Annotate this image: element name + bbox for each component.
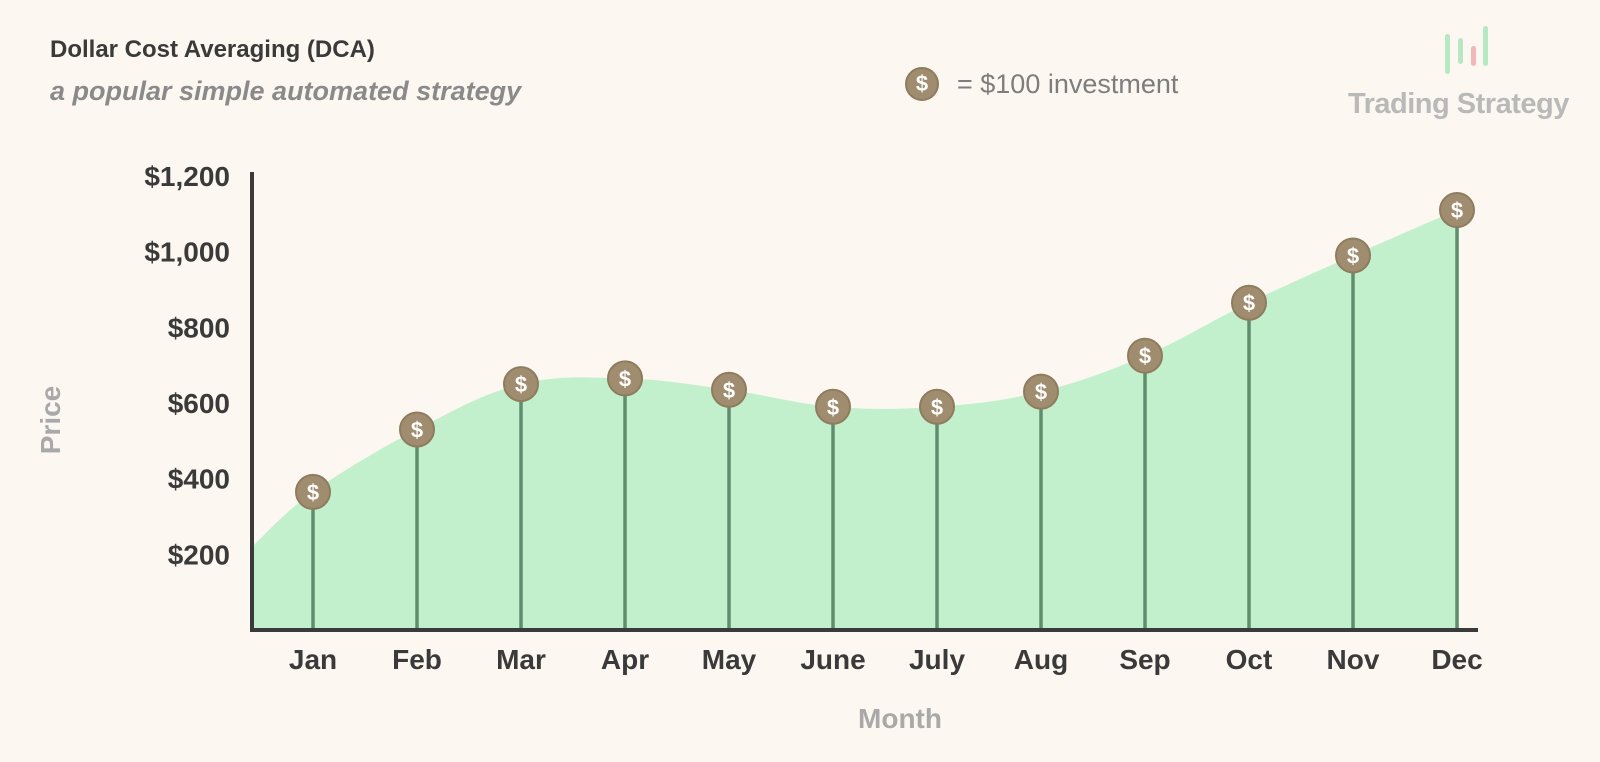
dollar-marker-label: $ bbox=[1451, 198, 1463, 223]
candlestick-icon bbox=[1445, 26, 1488, 74]
dollar-marker-label: $ bbox=[827, 395, 839, 420]
dollar-marker-label: $ bbox=[307, 480, 319, 505]
y-axis-title: Price bbox=[35, 386, 66, 455]
y-tick-label: $1,000 bbox=[144, 237, 230, 268]
dollar-marker-label: $ bbox=[619, 366, 631, 391]
x-tick-label: Apr bbox=[601, 644, 649, 675]
dollar-marker-label: $ bbox=[1347, 243, 1359, 268]
price-area bbox=[252, 210, 1459, 631]
brand-name: Trading Strategy bbox=[1348, 88, 1569, 120]
dollar-marker-label: $ bbox=[515, 372, 527, 397]
y-tick-label: $600 bbox=[168, 388, 230, 419]
dollar-marker-jan bbox=[295, 473, 331, 510]
x-tick-label: June bbox=[800, 644, 865, 675]
x-tick-label: Oct bbox=[1226, 644, 1273, 675]
dollar-marker-feb bbox=[399, 411, 435, 448]
x-axis-title: Month bbox=[858, 703, 942, 734]
dollar-marker-dec bbox=[1439, 192, 1475, 229]
dollar-coin-icon: $ bbox=[905, 67, 939, 101]
x-tick-label: May bbox=[702, 644, 757, 675]
dollar-marker-june bbox=[815, 388, 851, 425]
dollar-marker-oct bbox=[1231, 284, 1267, 321]
dollar-marker-label: $ bbox=[1243, 291, 1255, 316]
x-tick-label: Aug bbox=[1014, 644, 1068, 675]
dollar-marker-nov bbox=[1335, 237, 1371, 274]
dollar-marker-label: $ bbox=[723, 378, 735, 403]
x-tick-label: Mar bbox=[496, 644, 546, 675]
dollar-marker-label: $ bbox=[411, 417, 423, 442]
x-tick-label: Feb bbox=[392, 644, 442, 675]
y-tick-label: $1,200 bbox=[144, 161, 230, 192]
x-tick-label: Sep bbox=[1119, 644, 1170, 675]
dollar-marker-may bbox=[711, 371, 747, 408]
chart-title: Dollar Cost Averaging (DCA) bbox=[50, 36, 375, 63]
dollar-marker-apr bbox=[607, 360, 643, 397]
x-tick-label: Nov bbox=[1327, 644, 1380, 675]
dollar-marker-label: $ bbox=[931, 395, 943, 420]
legend-label: = $100 investment bbox=[957, 68, 1179, 99]
y-tick-label: $400 bbox=[168, 464, 230, 495]
x-tick-label: July bbox=[909, 644, 965, 675]
x-tick-label: Dec bbox=[1431, 644, 1482, 675]
chart-subtitle: a popular simple automated strategy bbox=[50, 76, 522, 106]
dollar-marker-aug bbox=[1023, 373, 1059, 410]
y-tick-label: $800 bbox=[168, 312, 230, 343]
x-tick-label: Jan bbox=[289, 644, 337, 675]
dollar-marker-label: $ bbox=[1139, 344, 1151, 369]
y-tick-label: $200 bbox=[168, 539, 230, 570]
dollar-marker-july bbox=[919, 388, 955, 425]
legend: $ = $100 investment bbox=[905, 67, 1178, 101]
dollar-marker-sep bbox=[1127, 337, 1163, 374]
dollar-marker-label: $ bbox=[1035, 380, 1047, 405]
brand-logo: Trading Strategy bbox=[1348, 22, 1570, 122]
dollar-marker-mar bbox=[503, 366, 539, 403]
